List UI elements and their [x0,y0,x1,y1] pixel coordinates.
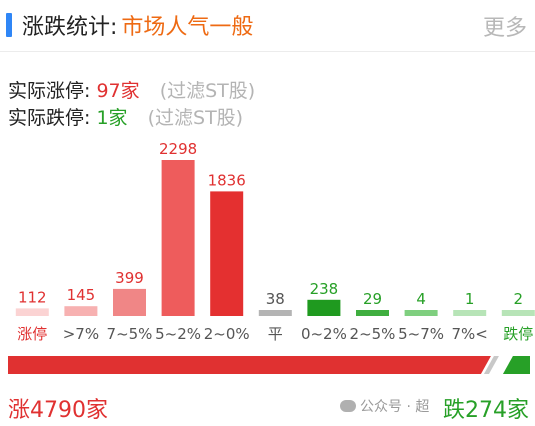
bar-9 [453,310,487,316]
ratio-down-segment [502,356,530,374]
ratio-up-segment [8,356,491,374]
bar-6 [307,299,341,316]
title-text: 涨跌统计: [22,15,118,40]
category-label-6: 0~2% [301,325,347,343]
limit-up-note: (过滤ST股) [159,80,256,102]
limit-down-label: 实际跌停: [8,107,91,129]
category-label-5: 平 [268,325,283,343]
ratio-flat-segment [483,356,499,374]
category-label-8: 5~7% [398,325,444,343]
bar-value-label-9: 1 [465,290,475,308]
bar-value-label-5: 38 [266,290,285,308]
bar-0 [15,308,49,316]
market-sentiment: 市场人气一般 [121,15,254,40]
category-label-10: 跌停 [503,325,533,343]
category-label-2: 7~5% [107,325,153,343]
total-up-count: 涨4790家 [8,398,108,423]
bar-7 [356,310,389,316]
watermark: 公众号 · 超 [340,396,429,416]
category-label-4: 2~0% [204,325,250,343]
category-label-3: 5~2% [155,325,201,343]
up-down-ratio-bar [8,356,530,374]
category-label-9: 7%< [452,325,488,343]
limit-up-stat: 实际涨停: 97家 (过滤ST股) [8,76,255,103]
limit-up-label: 实际涨停: [8,80,91,102]
total-down-count: 跌274家 [443,398,529,423]
category-label-1: >7% [63,325,99,343]
watermark-text: 公众号 · 超 [360,399,430,415]
limit-down-stat: 实际跌停: 1家 (过滤ST股) [8,103,243,130]
bar-5 [258,310,292,316]
bar-4 [210,191,244,316]
limit-up-value: 97家 [96,80,140,102]
category-label-0: 涨停 [17,325,47,343]
more-link[interactable]: 更多 [482,16,527,41]
bar-value-label-2: 399 [115,269,144,287]
bar-1 [64,306,98,316]
bar-value-label-4: 1836 [208,171,246,189]
bar-value-label-7: 29 [363,290,382,308]
bar-3 [161,160,195,316]
category-label-7: 2~5% [350,325,396,343]
header-divider [0,51,535,52]
bar-value-label-8: 4 [416,290,426,308]
bar-value-label-3: 2298 [159,140,197,158]
wechat-icon [340,400,356,412]
accent-bar [6,13,12,37]
limit-down-value: 1家 [96,107,128,129]
bar-10 [501,310,535,316]
bar-value-label-10: 2 [514,290,524,308]
header: 涨跌统计: 市场人气一般 更多 [0,0,535,52]
bar-value-label-6: 238 [310,280,339,298]
distribution-chart: 112 涨停 145 >7% 399 7~5% 2298 5~2% 1836 2~0% 38 平 238… [15,140,535,343]
bar-value-label-0: 112 [18,288,47,306]
limit-down-note: (过滤ST股) [147,107,244,129]
bar-8 [404,310,438,316]
bar-2 [113,288,146,316]
section-title: 涨跌统计: 市场人气一般 [22,9,253,41]
bar-value-label-1: 145 [67,286,96,304]
